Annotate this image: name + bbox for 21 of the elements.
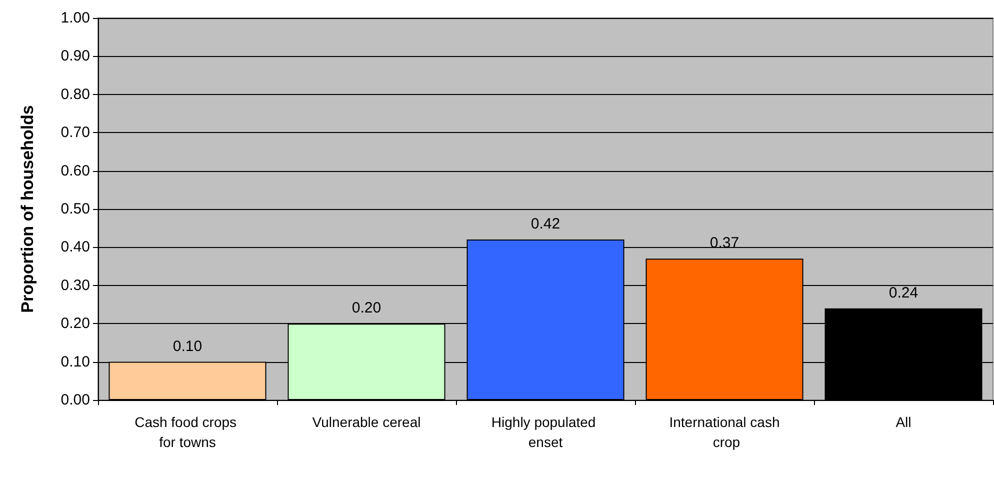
x-tick-label: Vulnerable cereal bbox=[312, 414, 421, 430]
y-tick-label: 1.00 bbox=[60, 10, 90, 26]
x-tick-label: Highly populated enset bbox=[491, 414, 600, 450]
y-tick-label: 0.60 bbox=[60, 162, 90, 180]
y-tick-label: 0.80 bbox=[60, 86, 90, 103]
y-tick-label: 0.10 bbox=[60, 353, 90, 370]
y-tick-label: 0.90 bbox=[60, 48, 90, 65]
x-tick-label: All bbox=[896, 414, 912, 430]
y-tick-label: 0.50 bbox=[60, 200, 90, 218]
data-label: 0.10 bbox=[172, 338, 202, 355]
y-tick-label: 0.30 bbox=[60, 276, 90, 294]
data-label: 0.42 bbox=[530, 216, 560, 233]
y-tick-label: 0.00 bbox=[60, 392, 90, 408]
y-tick-label: 0.40 bbox=[60, 238, 90, 256]
y-axis-title: Proportion of households bbox=[18, 105, 37, 313]
x-tick-label: Cash food crops for towns bbox=[134, 414, 240, 450]
y-tick-label: 0.70 bbox=[60, 124, 90, 142]
y-tick-label: 0.20 bbox=[60, 315, 90, 332]
data-label: 0.24 bbox=[888, 284, 918, 302]
x-tick-label: International cash crop bbox=[669, 414, 780, 450]
data-label: 0.20 bbox=[352, 300, 382, 317]
